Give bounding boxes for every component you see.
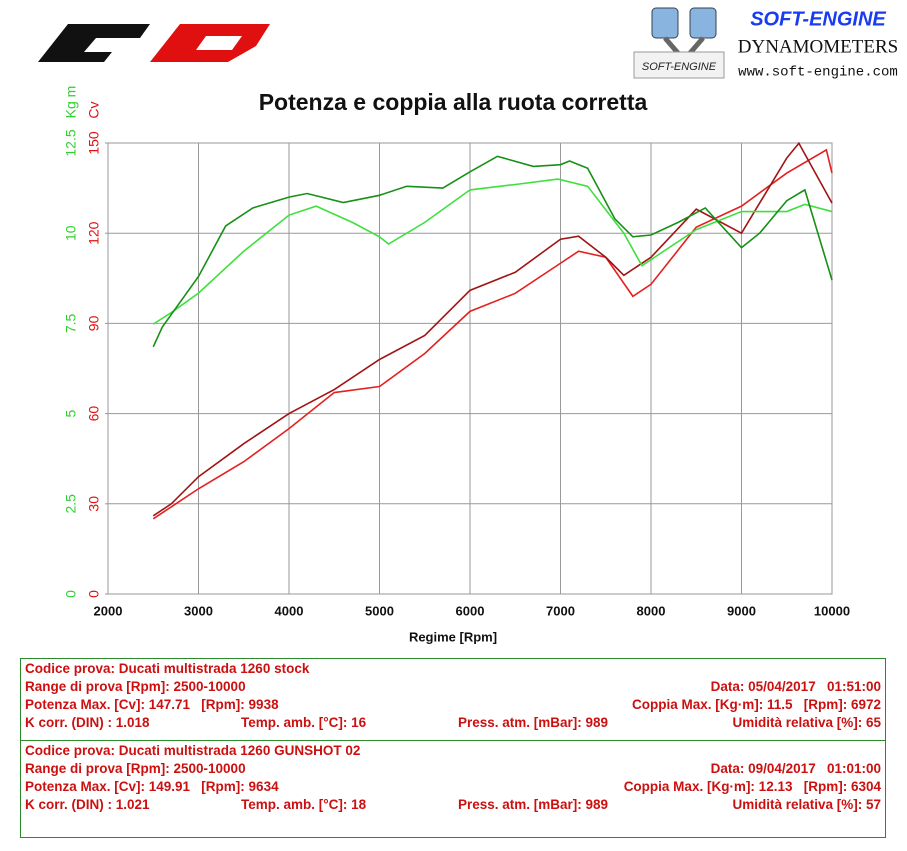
series-line [152, 155, 833, 348]
info-text: Press. atm. [mBar]: 989 [458, 715, 609, 730]
y-tick-label: 90 [86, 315, 102, 331]
brand: SOFT-ENGINE [750, 8, 886, 30]
qd-logo [38, 24, 270, 62]
info-text: K corr. (DIN) : 1.018 [25, 715, 150, 730]
series-line [152, 178, 833, 325]
info-text: Umidità relativa [%]: 57 [732, 797, 881, 812]
y-tick-label: 150 [86, 131, 102, 155]
test-box: Codice prova: Ducati multistrada 1260 st… [20, 658, 886, 741]
info-text: K corr. (DIN) : 1.021 [25, 797, 150, 812]
x-tick-label: 8000 [637, 603, 666, 618]
test-box: Codice prova: Ducati multistrada 1260 GU… [20, 740, 886, 838]
info-text: Temp. amb. [°C]: 16 [241, 715, 367, 730]
info-text: Potenza Max. [Cv]: 147.71 [Rpm]: 9938 [25, 697, 279, 712]
y2-tick-label: 10 [63, 225, 79, 241]
info-text: Temp. amb. [°C]: 18 [241, 797, 367, 812]
y2-tick-label: 7.5 [63, 313, 79, 333]
info-text: Codice prova: Ducati multistrada 1260 st… [25, 661, 310, 676]
y2-tick-label: 2.5 [63, 494, 79, 514]
info-text: Data: 09/04/2017 01:01:00 [710, 761, 881, 776]
website: www.soft-engine.com [738, 65, 898, 81]
x-tick-label: 9000 [727, 603, 756, 618]
y-tick-label: 60 [86, 406, 102, 422]
x-axis-label: Regime [Rpm] [409, 629, 497, 644]
x-tick-label: 2000 [94, 603, 123, 618]
info-text: Coppia Max. [Kg·m]: 12.13 [Rpm]: 6304 [623, 779, 881, 794]
info-text: Range di prova [Rpm]: 2500-10000 [25, 679, 246, 694]
x-tick-label: 7000 [546, 603, 575, 618]
info-row: Range di prova [Rpm]: 2500-10000 Data: 09… [21, 760, 885, 778]
x-tick-label: 5000 [365, 603, 394, 618]
info-row: K corr. (DIN) : 1.018 Temp. amb. [°C]: 16… [21, 714, 885, 732]
brand-subtitle: DYNAMOMETERS [738, 36, 898, 57]
soft-engine-logo [633, 7, 725, 79]
info-row: Codice prova: Ducati multistrada 1260 GU… [21, 742, 885, 760]
info-text: Potenza Max. [Cv]: 149.91 [Rpm]: 9634 [25, 779, 279, 794]
y2-tick-label: 5 [63, 409, 79, 417]
info-text: Press. atm. [mBar]: 989 [458, 797, 609, 812]
chart-title: Potenza e coppia alla ruota corretta [259, 89, 648, 115]
info-row: Potenza Max. [Cv]: 147.71 [Rpm]: 9938 Cop… [21, 696, 885, 714]
info-text: Range di prova [Rpm]: 2500-10000 [25, 761, 246, 776]
badge: SOFT-ENGINE [642, 61, 717, 73]
y2-axis-label: Kg m [63, 86, 79, 119]
x-tick-label: 6000 [456, 603, 485, 618]
x-tick-label: 10000 [814, 603, 850, 618]
y2-tick-label: 0 [63, 590, 79, 598]
info-row: Range di prova [Rpm]: 2500-10000 Data: 05… [21, 678, 885, 696]
info-text: Coppia Max. [Kg·m]: 11.5 [Rpm]: 6972 [631, 697, 881, 712]
y-tick-label: 0 [86, 590, 102, 598]
x-tick-label: 3000 [184, 603, 213, 618]
info-row: Potenza Max. [Cv]: 149.91 [Rpm]: 9634 Cop… [21, 778, 885, 796]
y-tick-label: 30 [86, 496, 102, 512]
info-text: Data: 05/04/2017 01:51:00 [710, 679, 881, 694]
info-row: K corr. (DIN) : 1.021 Temp. amb. [°C]: 18… [21, 796, 885, 814]
y-tick-label: 120 [86, 221, 102, 245]
x-tick-label: 4000 [275, 603, 304, 618]
series-line [152, 141, 833, 517]
info-row: Codice prova: Ducati multistrada 1260 st… [21, 660, 885, 678]
y-axis-label: Cv [86, 101, 102, 118]
info-text: Codice prova: Ducati multistrada 1260 GU… [25, 743, 361, 758]
info-text: Umidità relativa [%]: 65 [732, 715, 881, 730]
series-line [152, 148, 833, 520]
y2-tick-label: 12.5 [63, 129, 79, 156]
